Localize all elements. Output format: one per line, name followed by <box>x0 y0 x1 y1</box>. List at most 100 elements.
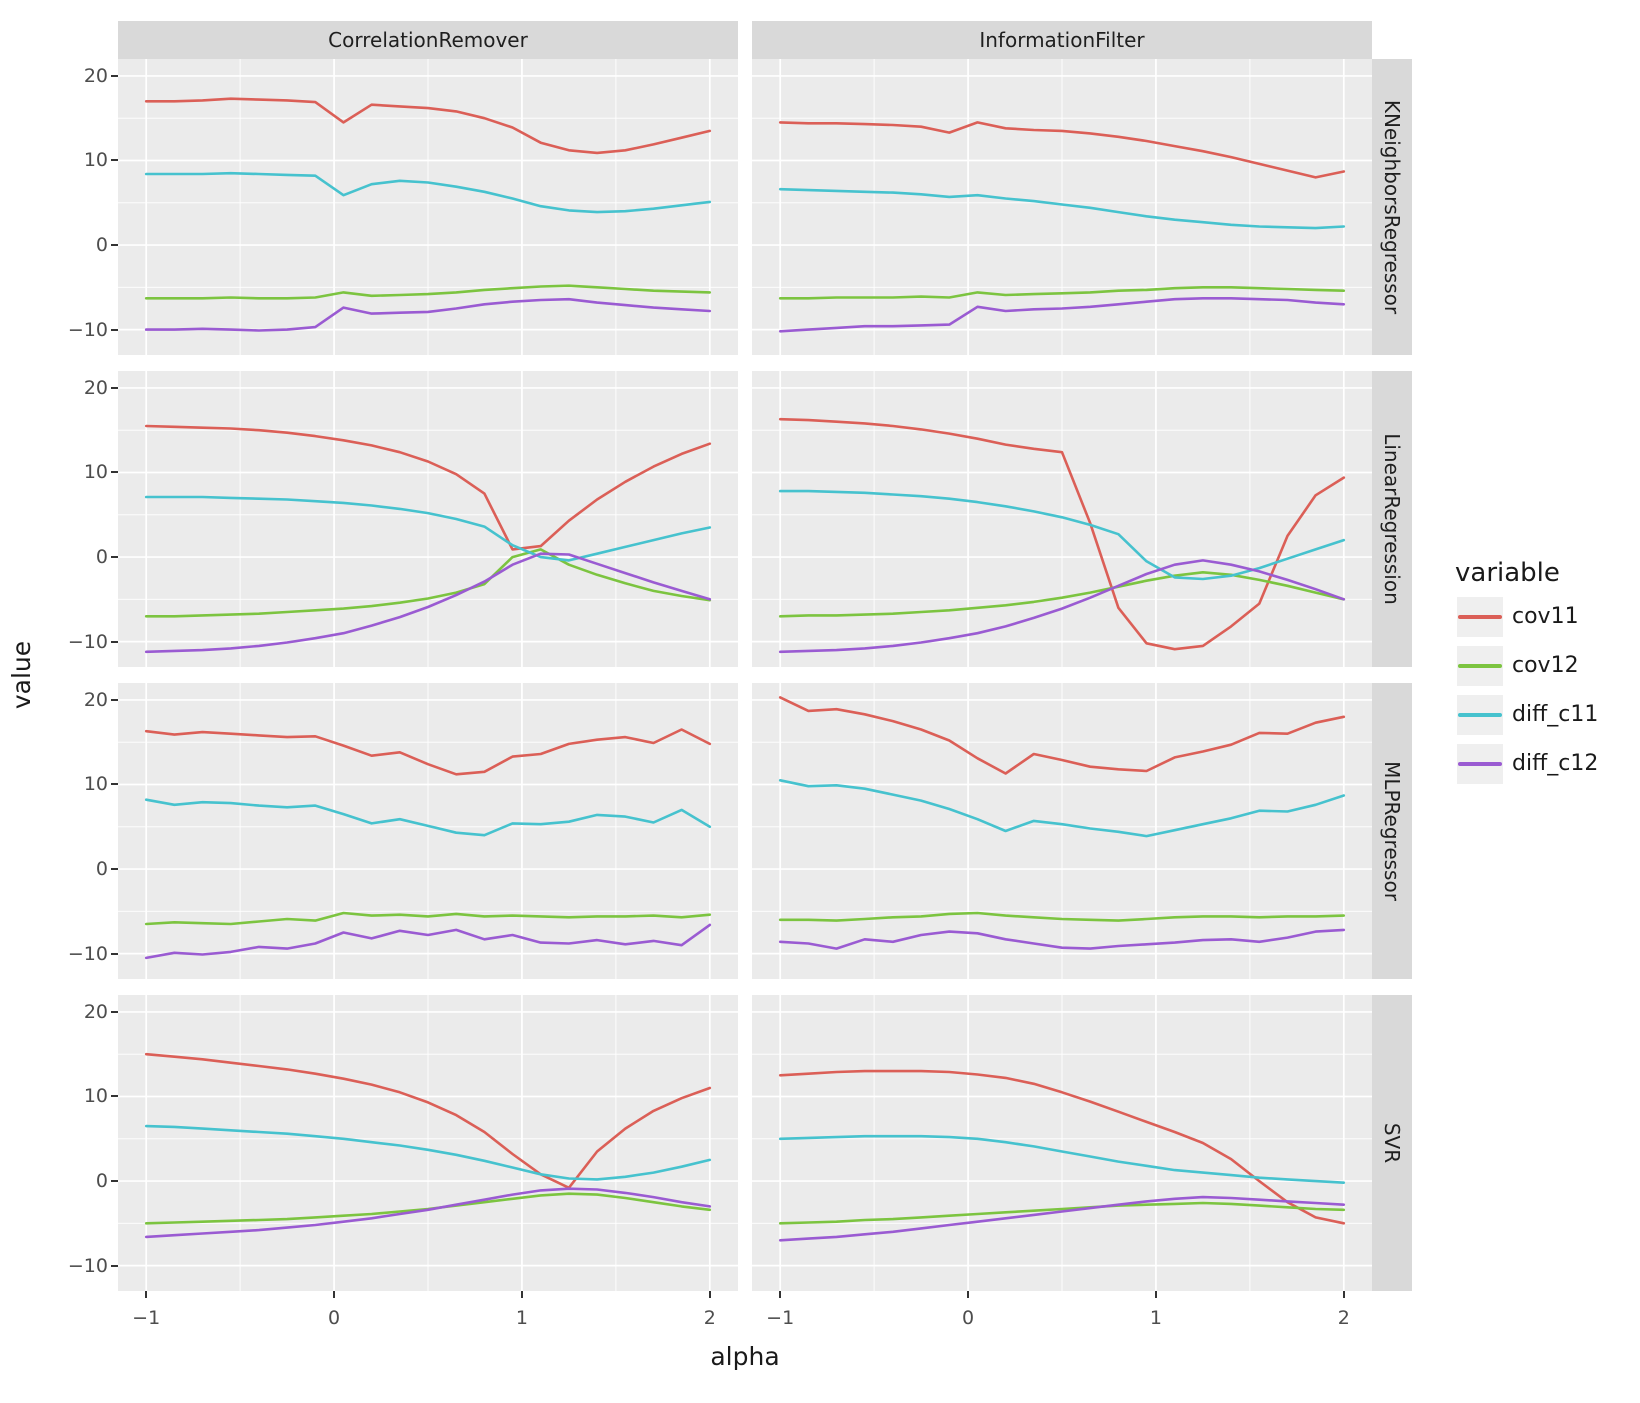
legend-key-cov11 <box>1457 597 1503 637</box>
series-line-cov11 <box>144 424 712 551</box>
y-tick-mark <box>111 1180 118 1183</box>
legend-line-cov11 <box>1458 615 1502 619</box>
x-tick-mark <box>1342 1291 1345 1298</box>
series-line-diff_c12 <box>778 559 1346 654</box>
series-line-diff_c11 <box>144 798 712 837</box>
x-tick-label: −1 <box>766 1307 795 1329</box>
y-tick-label: 0 <box>95 858 108 881</box>
series-line-diff_c11 <box>144 1124 712 1181</box>
x-tick-label: 2 <box>703 1307 716 1329</box>
y-tick-label: 10 <box>83 149 108 172</box>
y-tick-mark <box>111 556 118 559</box>
legend-line-diff_c11 <box>1458 713 1502 717</box>
series-line-cov12 <box>144 911 712 926</box>
y-tick-mark <box>111 952 118 955</box>
x-tick-mark <box>145 1291 148 1298</box>
legend-title: variable <box>1455 558 1560 588</box>
y-tick-mark <box>111 1095 118 1098</box>
y-tick-label: 10 <box>83 461 108 484</box>
y-tick-mark <box>111 244 118 247</box>
x-tick-label: 1 <box>1149 1307 1162 1329</box>
row-facet-strip: KNeighborsRegressor <box>1372 59 1412 355</box>
row-facet-strip: SVR <box>1372 995 1412 1291</box>
y-tick-mark <box>111 698 118 701</box>
x-tick-mark <box>967 1291 970 1298</box>
facet-panel-SVR-CorrelationRemover <box>118 995 738 1291</box>
facet-panel-SVR-InformationFilter <box>752 995 1372 1291</box>
legend-label-cov11: cov11 <box>1512 604 1579 629</box>
facet-panel-KNeighborsRegressor-InformationFilter <box>752 59 1372 355</box>
legend-label-diff_c11: diff_c11 <box>1512 702 1599 727</box>
series-line-diff_c11 <box>778 1134 1346 1184</box>
series-line-diff_c12 <box>778 1195 1346 1242</box>
x-tick-mark <box>708 1291 711 1298</box>
y-axis-title: value <box>7 640 36 710</box>
x-tick-label: 1 <box>515 1307 528 1329</box>
series-line-cov12 <box>144 548 712 618</box>
y-tick-label: 20 <box>83 64 108 87</box>
row-facet-label: KNeighborsRegressor <box>1380 99 1404 315</box>
x-tick-mark <box>333 1291 336 1298</box>
y-tick-mark <box>111 74 118 77</box>
y-tick-label: 20 <box>83 688 108 711</box>
series-line-diff_c11 <box>778 779 1346 838</box>
y-tick-label: 0 <box>95 234 108 257</box>
y-tick-label: 0 <box>95 1170 108 1193</box>
series-line-cov12 <box>778 911 1346 922</box>
y-tick-mark <box>111 328 118 331</box>
series-line-cov12 <box>144 284 712 300</box>
series-line-cov11 <box>778 696 1346 775</box>
legend-key-diff_c11 <box>1457 695 1503 735</box>
facet-panel-MLPRegressor-CorrelationRemover <box>118 683 738 979</box>
legend-key-diff_c12 <box>1457 744 1503 784</box>
series-line-cov11 <box>778 1069 1346 1225</box>
facet-panel-MLPRegressor-InformationFilter <box>752 683 1372 979</box>
row-facet-strip: LinearRegression <box>1372 371 1412 667</box>
row-facet-label: MLPRegressor <box>1380 761 1404 901</box>
series-line-cov11 <box>144 1052 712 1190</box>
x-tick-label: 0 <box>962 1307 975 1329</box>
y-tick-label: −10 <box>67 630 108 653</box>
legend-line-cov12 <box>1458 664 1502 668</box>
y-tick-mark <box>111 868 118 871</box>
series-line-diff_c12 <box>144 297 712 332</box>
series-line-cov11 <box>144 728 712 776</box>
y-tick-mark <box>111 783 118 786</box>
series-line-diff_c12 <box>144 923 712 960</box>
series-line-cov12 <box>778 286 1346 300</box>
legend-label-cov12: cov12 <box>1512 653 1579 678</box>
row-facet-label: SVR <box>1380 1122 1404 1164</box>
x-tick-label: −1 <box>132 1307 161 1329</box>
series-line-diff_c11 <box>144 495 712 562</box>
col-facet-strip: InformationFilter <box>752 21 1372 59</box>
y-tick-mark <box>111 640 118 643</box>
legend-key-cov12 <box>1457 646 1503 686</box>
x-tick-mark <box>1154 1291 1157 1298</box>
x-tick-label: 2 <box>1337 1307 1350 1329</box>
legend-label-diff_c12: diff_c12 <box>1512 751 1599 776</box>
series-line-cov11 <box>778 121 1346 179</box>
series-line-diff_c12 <box>144 1187 712 1239</box>
x-tick-label: 0 <box>328 1307 341 1329</box>
series-line-diff_c11 <box>144 171 712 214</box>
y-tick-label: 10 <box>83 1085 108 1108</box>
y-tick-mark <box>111 1264 118 1267</box>
series-line-diff_c12 <box>778 297 1346 333</box>
series-line-cov12 <box>778 571 1346 618</box>
y-tick-mark <box>111 386 118 389</box>
facet-panel-KNeighborsRegressor-CorrelationRemover <box>118 59 738 355</box>
series-line-diff_c11 <box>778 489 1346 581</box>
facet-panel-LinearRegression-CorrelationRemover <box>118 371 738 667</box>
y-tick-label: 20 <box>83 1000 108 1023</box>
y-tick-label: −10 <box>67 942 108 965</box>
y-tick-mark <box>111 159 118 162</box>
y-tick-label: −10 <box>67 318 108 341</box>
col-facet-strip: CorrelationRemover <box>118 21 738 59</box>
y-tick-label: 10 <box>83 773 108 796</box>
series-line-cov12 <box>778 1201 1346 1225</box>
x-axis-title: alpha <box>710 1342 780 1371</box>
y-tick-label: −10 <box>67 1254 108 1277</box>
row-facet-strip: MLPRegressor <box>1372 683 1412 979</box>
series-line-diff_c11 <box>778 187 1346 230</box>
